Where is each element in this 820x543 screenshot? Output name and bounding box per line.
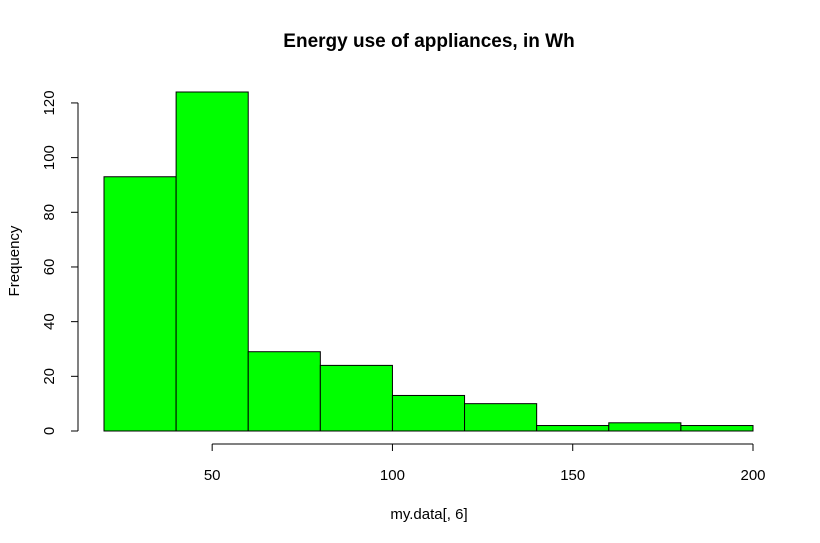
y-tick-label: 60 xyxy=(41,259,58,276)
x-tick-label: 100 xyxy=(380,467,405,484)
x-tick-label: 200 xyxy=(740,467,765,484)
histogram-bar xyxy=(464,403,538,432)
y-tick-label: 100 xyxy=(41,145,58,170)
y-tick-label: 40 xyxy=(41,313,58,330)
histogram-bar xyxy=(680,425,754,432)
y-tick-label: 0 xyxy=(41,427,58,435)
chart-title: Energy use of appliances, in Wh xyxy=(283,31,574,52)
x-tick-label: 50 xyxy=(204,467,221,484)
x-axis-label: my.data[, 6] xyxy=(390,506,467,523)
histogram-bar xyxy=(319,364,393,432)
y-tick-label: 120 xyxy=(41,90,58,115)
bars-group xyxy=(103,91,754,432)
y-axis: 0 20 40 60 80 100 120 xyxy=(41,90,79,435)
y-tick-label: 20 xyxy=(41,368,58,385)
x-tick-label: 150 xyxy=(560,467,585,484)
histogram-bar xyxy=(247,351,321,432)
histogram-bar xyxy=(175,91,249,432)
histogram-bar xyxy=(103,176,177,432)
x-axis: 50 100 150 200 xyxy=(204,443,766,484)
y-axis-label: Frequency xyxy=(6,225,23,296)
histogram-bar xyxy=(608,422,682,432)
histogram-bar xyxy=(536,425,610,432)
histogram-bar xyxy=(391,394,466,432)
y-tick-label: 80 xyxy=(41,204,58,221)
